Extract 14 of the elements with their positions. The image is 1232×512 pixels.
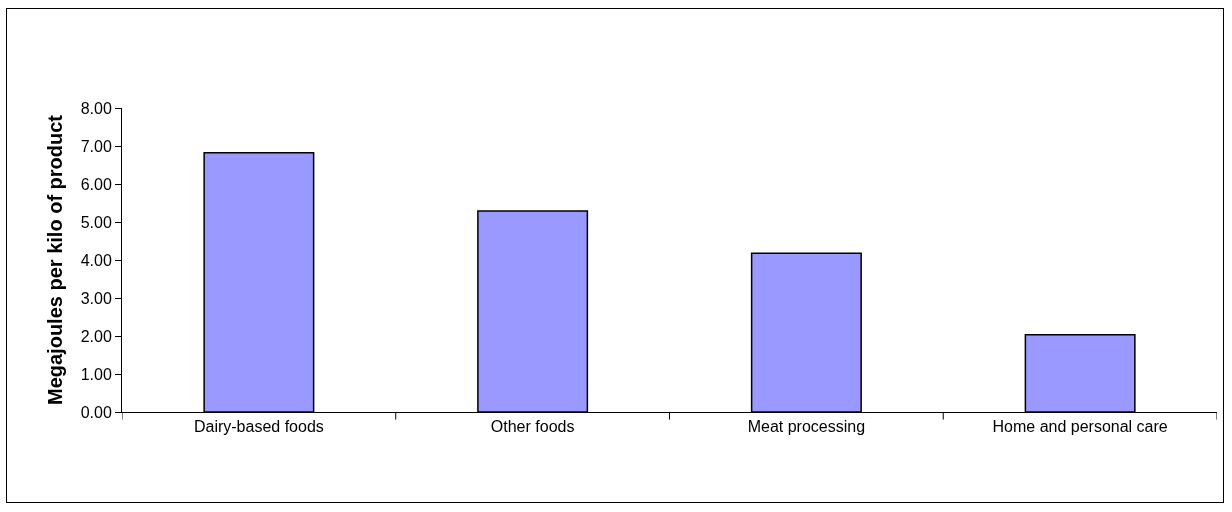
y-tick-label: 3.00 — [80, 289, 112, 307]
x-tick-label: Other foods — [490, 418, 575, 436]
y-tick-label: 5.00 — [80, 213, 112, 231]
y-tick-label: 6.00 — [80, 175, 112, 193]
y-tick-label: 8.00 — [80, 99, 112, 117]
y-tick-label: 7.00 — [80, 137, 112, 155]
x-tick-label: Home and personal care — [992, 418, 1168, 436]
y-axis-title: Megajoules per kilo of product — [44, 114, 67, 406]
y-tick-label: 4.00 — [80, 251, 112, 269]
y-tick-label: 1.00 — [80, 365, 112, 383]
y-tick-label: 2.00 — [80, 327, 112, 345]
x-tick-label: Dairy-based foods — [193, 418, 324, 436]
y-tick-label: 0.00 — [80, 403, 112, 421]
x-tick-label: Meat processing — [747, 418, 866, 436]
